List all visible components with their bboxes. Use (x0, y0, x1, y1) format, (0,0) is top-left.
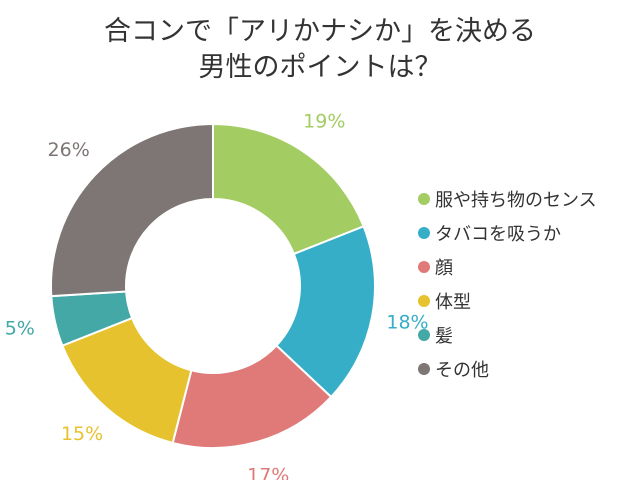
donut-slice-3 (171, 344, 333, 449)
legend-swatch (418, 329, 430, 341)
slice-value-label-3: 17% (247, 465, 289, 480)
slice-value-label-2: 18% (386, 312, 428, 334)
legend-swatch (418, 193, 430, 205)
donut-slice-6 (50, 122, 214, 298)
legend-swatch (418, 261, 430, 273)
legend-label: その他 (435, 360, 489, 381)
donut-slice-2 (275, 225, 376, 399)
legend-label: タバコを吸うか (435, 224, 561, 245)
slice-value-label-4: 15% (61, 423, 103, 445)
legend-item: 髪 (418, 318, 597, 352)
legend-label: 顔 (435, 258, 453, 279)
chart-title: 合コンで「アリかナシか」を決める 男性のポイントは？ (0, 14, 640, 86)
legend-item: 服や持ち物のセンス (418, 182, 597, 216)
legend-swatch (418, 227, 430, 239)
chart-title-line-2: 男性のポイントは？ (198, 52, 442, 83)
legend-label: 服や持ち物のセンス (435, 190, 597, 211)
legend-swatch (418, 295, 430, 307)
legend-label: 体型 (435, 292, 471, 313)
slice-value-label-6: 26% (48, 139, 90, 161)
legend-item: 体型 (418, 284, 597, 318)
legend-label: 髪 (435, 326, 453, 347)
slice-value-label-5: 5% (5, 318, 35, 340)
legend-swatch (418, 363, 430, 375)
chart-title-line-1: 合コンで「アリかナシか」を決める (104, 16, 536, 47)
donut-slice-1 (212, 122, 365, 256)
legend-item: その他 (418, 352, 597, 386)
chart-legend: 服や持ち物のセンス タバコを吸うか顔体型髪その他 (418, 182, 597, 386)
slice-value-label-1: 19% (303, 111, 345, 133)
legend-item: 顔 (418, 250, 597, 284)
legend-item: タバコを吸うか (418, 216, 597, 250)
